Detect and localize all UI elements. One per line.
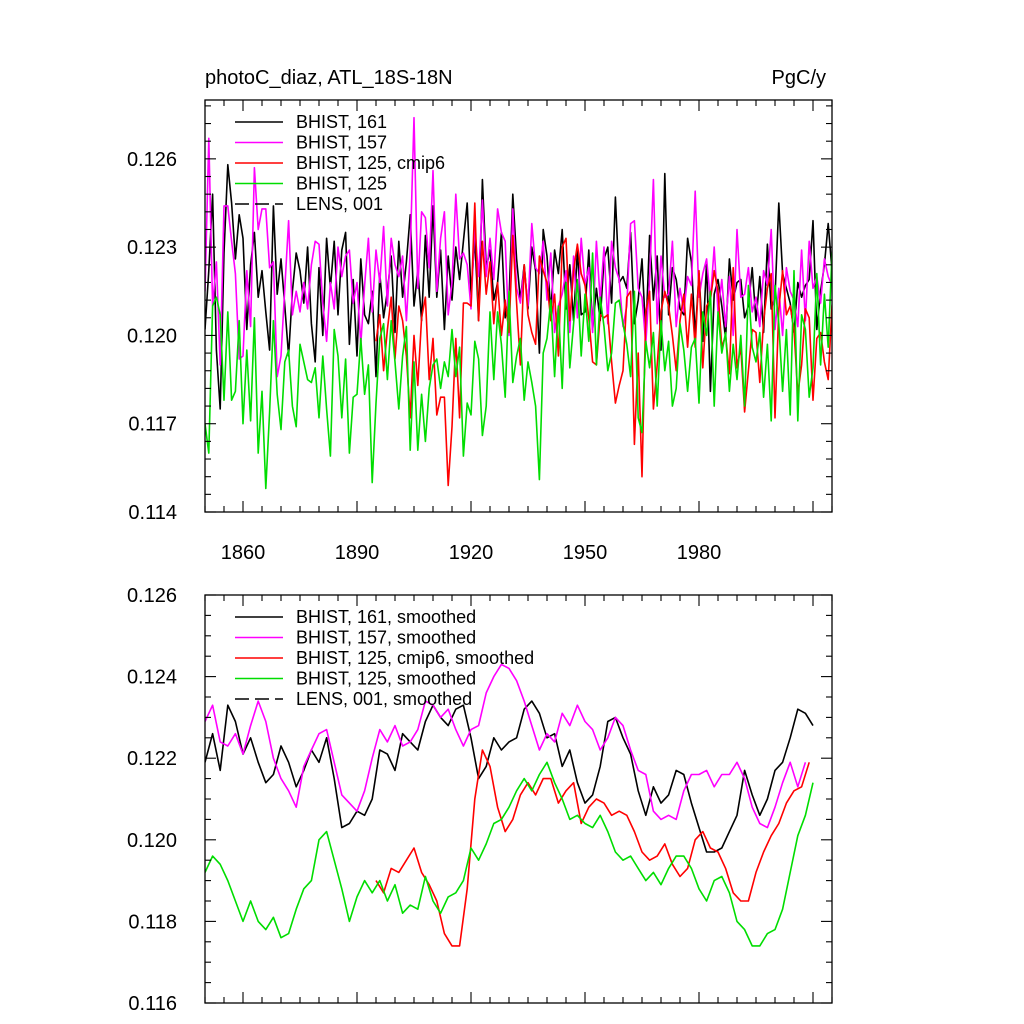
- bottom-legend-label-1: BHIST, 157, smoothed: [296, 628, 476, 648]
- bottom-y-tick-label: 0.120: [127, 830, 177, 852]
- top-legend-label-3: BHIST, 125: [296, 174, 387, 194]
- top-y-tick-label: 0.114: [128, 502, 177, 524]
- bottom-series-line-0: [205, 700, 814, 853]
- top-plot-frame: [204, 99, 833, 513]
- top-y-tick-label: 0.117: [128, 414, 177, 436]
- top-legend-label-2: BHIST, 125, cmip6: [296, 153, 445, 173]
- bottom-y-tick-label: 0.118: [128, 911, 177, 933]
- bottom-series-line-2: [375, 749, 810, 947]
- top-x-tick-label: 1890: [335, 542, 380, 564]
- top-x-tick-label: 1980: [677, 542, 722, 564]
- top-legend-label-0: BHIST, 161: [296, 112, 387, 132]
- top-y-tick-label: 0.123: [127, 237, 177, 259]
- top-series-line-3: [205, 252, 832, 490]
- bottom-legend-label-4: LENS, 001, smoothed: [296, 689, 472, 709]
- bottom-y-tick-label: 0.116: [128, 993, 177, 1015]
- top-chart-title: photoC_diaz, ATL_18S-18N: [205, 67, 453, 89]
- top-chart-panel: photoC_diaz, ATL_18S-18N PgC/y 1860 1890 1…: [127, 67, 833, 564]
- bottom-series-line-3: [205, 761, 814, 947]
- bottom-legend-label-2: BHIST, 125, cmip6, smoothed: [296, 648, 534, 668]
- bottom-y-tick-label: 0.122: [127, 748, 177, 770]
- top-legend-label-1: BHIST, 157: [296, 133, 387, 153]
- top-y-tick-label: 0.120: [127, 325, 177, 347]
- bottom-legend-label-3: BHIST, 125, smoothed: [296, 669, 476, 689]
- bottom-legend-label-0: BHIST, 161, smoothed: [296, 607, 476, 627]
- top-x-tick-label: 1950: [563, 542, 608, 564]
- top-x-tick-label: 1920: [449, 542, 494, 564]
- top-x-tick-label: 1860: [221, 542, 266, 564]
- bottom-series-line-1: [205, 663, 807, 829]
- top-series-line-2: [375, 202, 832, 487]
- top-y-tick-label: 0.126: [127, 149, 177, 171]
- bottom-y-tick-label: 0.126: [127, 585, 177, 607]
- bottom-chart-panel: 0.116 0.118 0.120 0.122 0.124 0.126 BHIST, 16…: [127, 585, 833, 1015]
- bottom-y-tick-label: 0.124: [127, 667, 177, 689]
- top-legend-label-4: LENS, 001: [296, 194, 383, 214]
- top-chart-units: PgC/y: [772, 67, 826, 89]
